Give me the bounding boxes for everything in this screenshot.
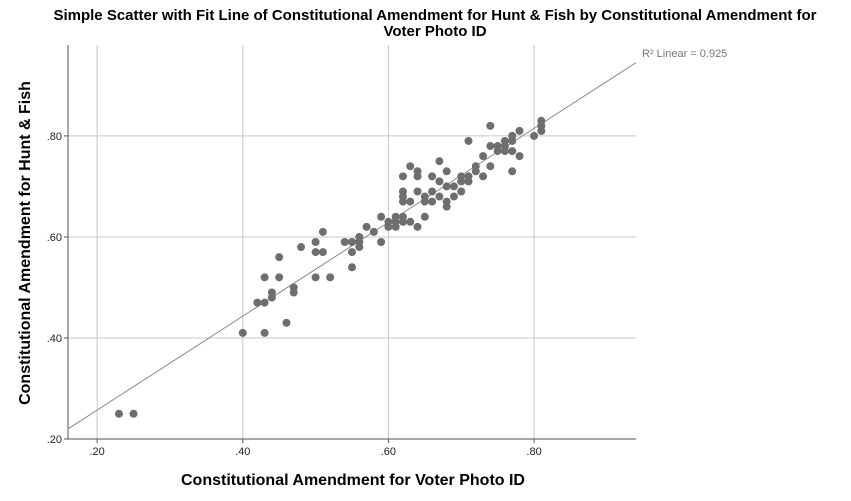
scatter-point <box>398 197 407 206</box>
scatter-point <box>486 162 495 171</box>
scatter-point <box>260 298 269 307</box>
scatter-point <box>275 273 284 282</box>
scatter-point <box>428 172 437 181</box>
scatter-point <box>479 172 488 181</box>
y-tick-label: .60 <box>47 232 62 244</box>
scatter-point <box>493 147 502 156</box>
scatter-point <box>515 152 524 161</box>
scatter-point <box>486 121 495 130</box>
scatter-point <box>537 126 546 135</box>
scatter-point <box>253 298 262 307</box>
grid-lines <box>68 45 636 439</box>
y-tick-label: .80 <box>47 131 62 143</box>
scatter-point <box>384 222 393 231</box>
scatter-point <box>471 167 480 176</box>
scatter-point <box>311 238 320 246</box>
scatter-point <box>267 293 276 302</box>
tick-labels: .20 .40 .60 .80 .20 .40 .60 .80 <box>47 131 542 458</box>
scatter-point <box>238 328 247 337</box>
x-tick-label: .60 <box>381 446 396 458</box>
scatter-point <box>289 288 298 297</box>
scatter-point <box>369 227 378 236</box>
scatter-point <box>377 238 386 246</box>
scatter-point <box>464 177 473 186</box>
scatter-point <box>457 187 466 196</box>
data-points <box>114 116 546 418</box>
scatter-point <box>311 273 320 282</box>
scatter-point <box>420 197 429 206</box>
scatter-point <box>114 409 123 418</box>
scatter-point <box>420 212 429 221</box>
scatter-point <box>297 243 306 252</box>
scatter-point <box>449 182 458 191</box>
chart-title: Simple Scatter with Fit Line of Constitu… <box>53 7 817 40</box>
scatter-point <box>515 126 524 135</box>
scatter-point <box>442 202 451 211</box>
x-tick-label: .40 <box>235 446 250 458</box>
scatter-point <box>413 222 422 231</box>
scatter-point <box>442 167 451 176</box>
scatter-point <box>435 177 444 186</box>
x-axis-label: Constitutional Amendment for Voter Photo… <box>181 472 525 489</box>
scatter-point <box>318 227 327 236</box>
scatter-point <box>260 273 269 282</box>
scatter-point <box>129 409 138 418</box>
scatter-point <box>500 147 509 156</box>
scatter-point <box>282 318 291 327</box>
scatter-point <box>318 248 327 257</box>
y-tick-label: .20 <box>47 434 62 446</box>
x-tick-label: .80 <box>526 446 541 458</box>
scatter-point <box>406 217 415 226</box>
scatter-point <box>435 157 444 166</box>
axes <box>64 45 636 443</box>
scatter-point <box>428 197 437 206</box>
scatter-point <box>362 222 371 231</box>
scatter-point <box>275 253 284 262</box>
scatter-point <box>391 222 400 231</box>
scatter-point <box>413 187 422 196</box>
scatter-point <box>530 131 539 140</box>
scatter-point <box>464 136 473 145</box>
scatter-point <box>406 162 415 171</box>
scatter-point <box>398 217 407 226</box>
scatter-point <box>355 243 364 252</box>
scatter-point <box>435 192 444 201</box>
y-tick-label: .40 <box>47 333 62 345</box>
scatter-point <box>260 328 269 337</box>
scatter-point <box>486 142 495 151</box>
scatter-point <box>348 248 356 257</box>
y-axis-label: Constitutional Amendment for Hunt & Fish <box>17 81 34 405</box>
scatter-point <box>377 212 386 221</box>
scatter-point <box>348 263 356 272</box>
scatter-point <box>449 192 458 201</box>
scatter-point <box>442 182 451 191</box>
scatter-point <box>340 238 349 246</box>
scatter-point <box>326 273 335 282</box>
scatter-point <box>428 187 437 196</box>
scatter-point <box>457 177 466 186</box>
scatter-point <box>406 197 415 206</box>
scatter-point <box>311 248 320 257</box>
fit-line-label: R² Linear = 0.925 <box>642 48 727 60</box>
scatter-point <box>508 167 517 176</box>
scatter-point <box>398 172 407 181</box>
x-tick-label: .20 <box>89 446 104 458</box>
scatter-point <box>479 152 488 161</box>
scatter-point <box>508 136 517 145</box>
scatter-point <box>348 238 356 246</box>
scatter-point <box>413 172 422 181</box>
scatter-point <box>508 147 517 156</box>
